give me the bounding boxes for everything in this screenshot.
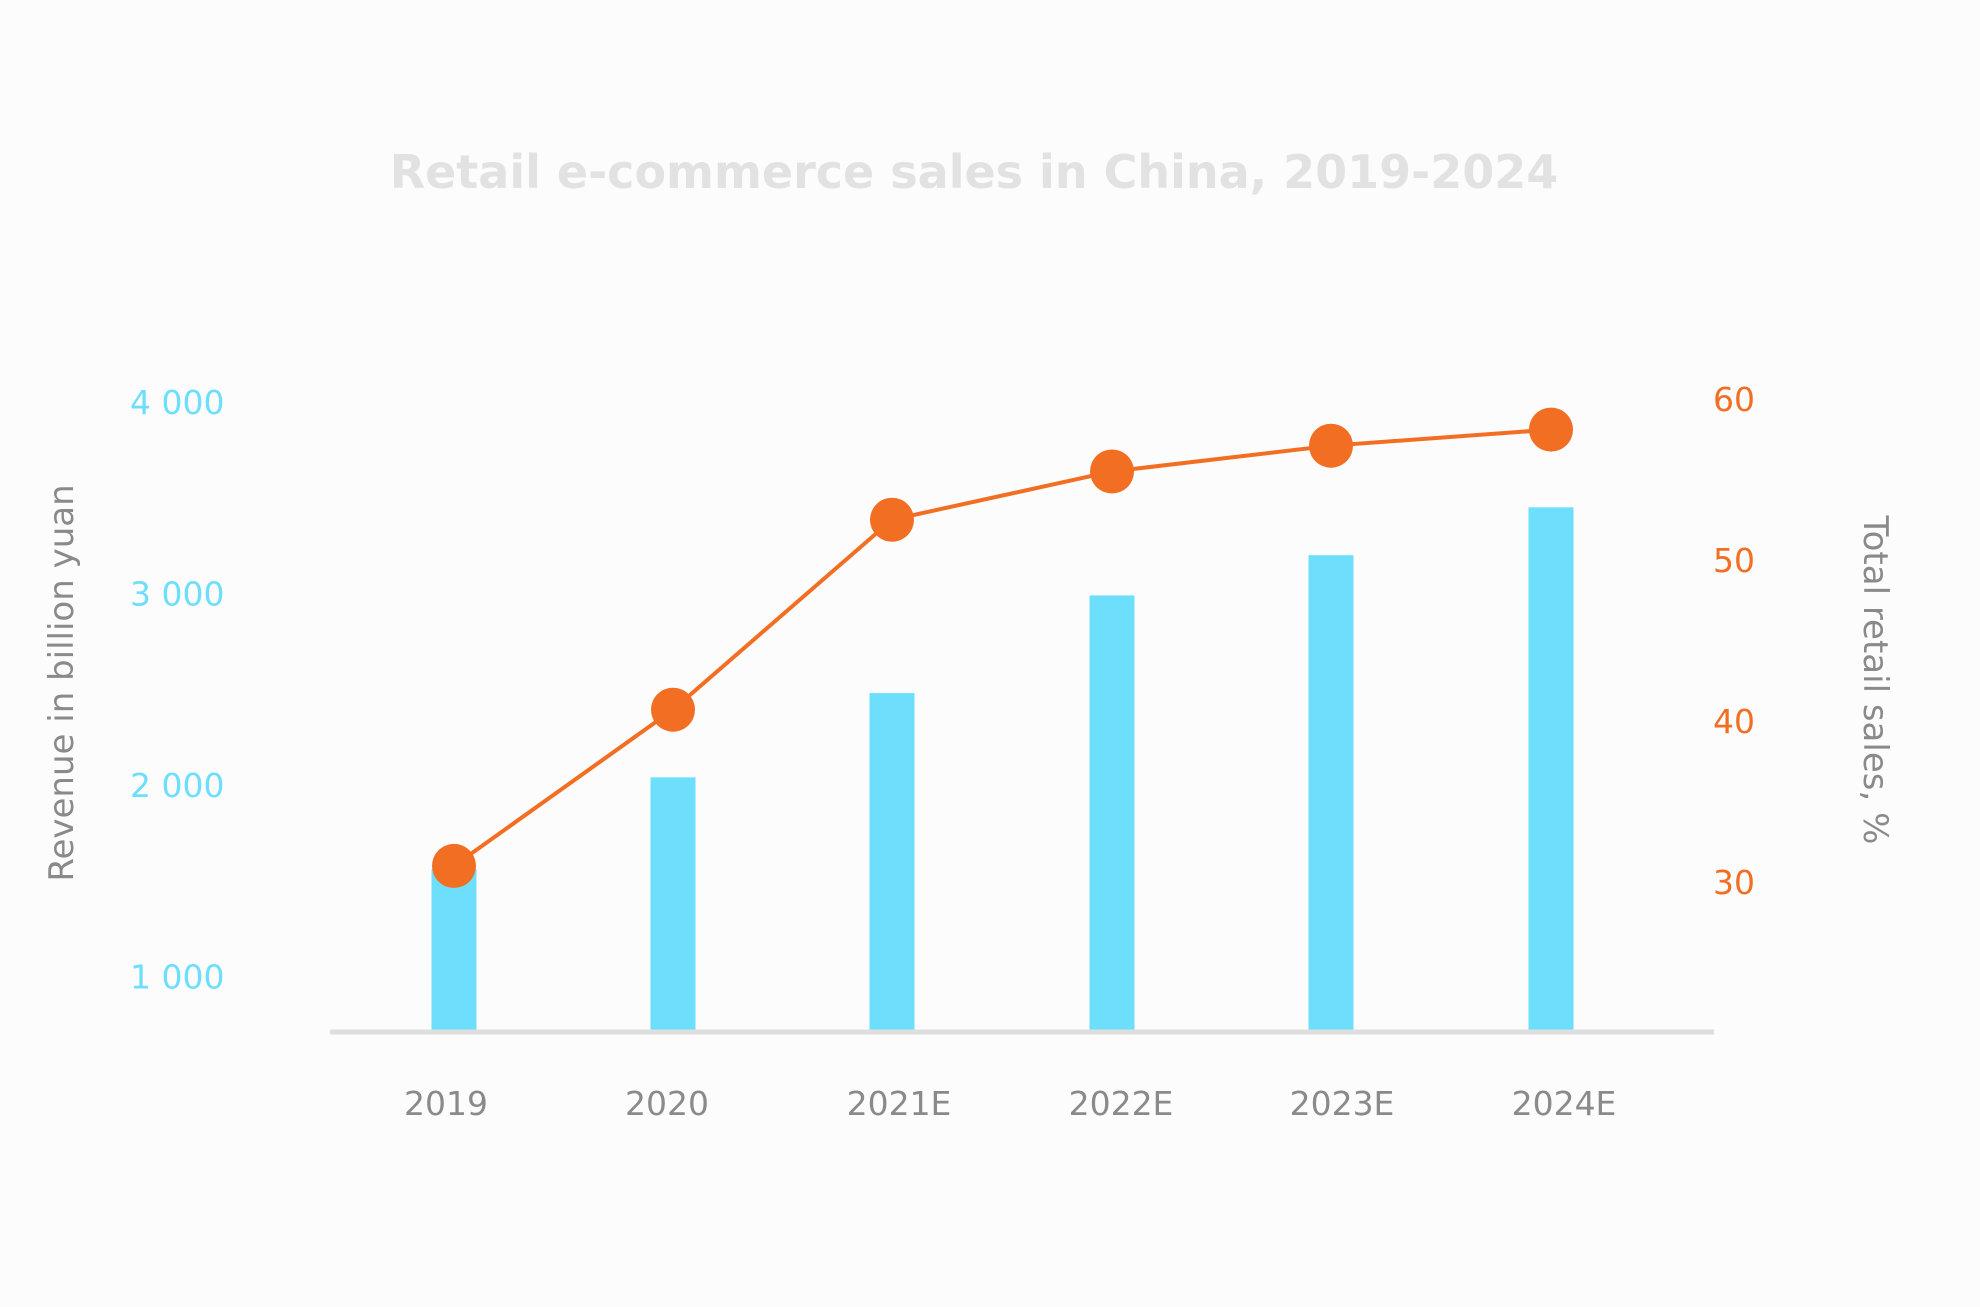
bar-series (431, 507, 1574, 1030)
right-axis-ticks: 30 40 50 60 (1713, 380, 1755, 902)
line-point (1090, 449, 1134, 494)
right-tick-label: 40 (1713, 702, 1755, 741)
line-point (432, 843, 476, 888)
chart-title: Retail e-commerce sales in China, 2019-2… (390, 145, 1559, 199)
line-point (870, 497, 914, 542)
x-tick-label: 2023E (1290, 1084, 1395, 1123)
right-tick-label: 30 (1713, 863, 1755, 902)
left-tick-label: 3 000 (130, 575, 224, 614)
left-tick-label: 4 000 (130, 383, 224, 422)
line-point (1309, 423, 1353, 468)
x-tick-label: 2024E (1512, 1084, 1617, 1123)
right-tick-label: 50 (1713, 541, 1755, 580)
line-series (432, 407, 1573, 888)
right-axis-label: Total retail sales, % (1855, 515, 1895, 845)
bar (1308, 555, 1354, 1030)
left-tick-label: 2 000 (130, 766, 224, 805)
left-tick-label: 1 000 (130, 958, 224, 997)
x-tick-label: 2022E (1069, 1084, 1174, 1123)
bar (1528, 507, 1574, 1030)
line-path (452, 427, 1552, 868)
x-tick-label: 2021E (847, 1084, 952, 1123)
x-tick-label: 2019 (404, 1084, 488, 1123)
bar (869, 693, 915, 1030)
bar (1089, 595, 1135, 1030)
right-tick-label: 60 (1713, 380, 1755, 419)
line-point (1529, 407, 1573, 452)
x-tick-label: 2020 (625, 1084, 709, 1123)
bar (431, 869, 477, 1030)
left-axis-label: Revenue in billion yuan (42, 484, 82, 881)
line-point (651, 687, 695, 732)
bar (650, 777, 696, 1030)
left-axis-ticks: 1 000 2 000 3 000 4 000 (130, 383, 224, 997)
x-axis-ticks: 2019 2020 2021E 2022E 2023E 2024E (404, 1084, 1616, 1123)
